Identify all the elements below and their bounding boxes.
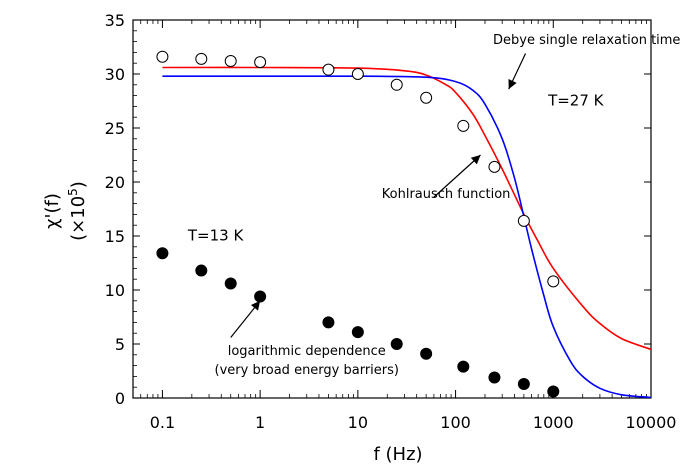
- t-13-k-point: [254, 290, 267, 303]
- t-13-k-point: [488, 371, 501, 384]
- t-27-k-point: [420, 91, 433, 104]
- y-tick-label: 10: [105, 281, 125, 300]
- y-tick-label: 5: [115, 335, 125, 354]
- x-axis-label: f (Hz): [373, 444, 422, 465]
- y-tick-label: 20: [105, 173, 125, 192]
- x-tick-label: 1000: [533, 413, 574, 432]
- y-axis-label-line1: χ'(f): [42, 193, 63, 229]
- y-tick-label: 15: [105, 227, 125, 246]
- t-13-k-point: [457, 360, 470, 373]
- annotation-text: Kohlrausch function: [382, 187, 511, 202]
- t-13-k-point: [390, 338, 403, 350]
- t-13-k-point: [420, 347, 433, 360]
- t-27-k-point: [457, 119, 470, 132]
- annotation-text: T=27 K: [547, 91, 605, 109]
- annotation-text: Debye single relaxation time: [493, 33, 680, 48]
- annotation-arrow-line: [433, 154, 481, 198]
- plot-frame: [132, 19, 652, 399]
- t-13-k-point: [517, 377, 530, 390]
- t-27-k-point: [195, 52, 208, 65]
- annotation-text: (very broad energy barriers): [215, 363, 399, 378]
- annotation-arrow-head: [250, 300, 261, 311]
- plot-area: 0 5 10 15 20 25 30 35 0.1 1 10 100 1000 10000 Debye si…: [105, 11, 681, 432]
- y-tick-label: 35: [105, 11, 125, 30]
- t-13-k-point: [351, 326, 364, 339]
- t-27-k-point: [351, 68, 364, 80]
- y-axis-label-line2: (×105): [66, 181, 89, 241]
- y-tick-label: 0: [115, 389, 125, 408]
- t-27-k-point: [547, 275, 560, 288]
- kohlrausch-function-curve: [162, 66, 652, 351]
- t-27-k-point: [322, 63, 335, 76]
- annotation-arrow-head: [470, 155, 481, 165]
- t-13-k-point: [224, 277, 237, 290]
- annotation-arrow-head: [508, 79, 517, 90]
- y-tick-label: 30: [105, 65, 125, 84]
- t-27-k-point: [390, 78, 403, 91]
- t-27-k-point: [488, 160, 501, 173]
- t-27-k-point: [224, 55, 237, 68]
- t-27-k-point: [517, 214, 530, 227]
- x-tick-label: 10: [348, 413, 368, 432]
- annotation-text: logarithmic dependence: [228, 344, 386, 359]
- x-tick-label: 1: [255, 413, 265, 432]
- y-tick-label: 25: [105, 119, 125, 138]
- t-13-k-point: [547, 385, 560, 398]
- x-tick-label: 10000: [626, 413, 677, 432]
- debye-single-relaxation-time-curve: [162, 75, 652, 399]
- x-tick-label: 0.1: [150, 413, 175, 432]
- t-13-k-point: [195, 264, 208, 277]
- t-13-k-point: [322, 316, 335, 329]
- x-tick-label: 100: [440, 413, 471, 432]
- t-13-k-point: [156, 247, 169, 260]
- t-27-k-point: [254, 56, 267, 69]
- t-27-k-point: [156, 50, 169, 63]
- annotation-text: T=13 K: [187, 226, 245, 244]
